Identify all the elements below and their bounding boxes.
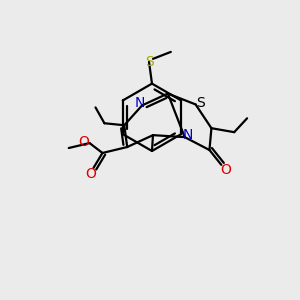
- Text: N: N: [182, 128, 193, 142]
- Text: O: O: [85, 167, 96, 181]
- Text: O: O: [78, 135, 89, 149]
- Text: N: N: [135, 96, 145, 110]
- Text: O: O: [220, 163, 231, 177]
- Text: S: S: [196, 96, 205, 110]
- Text: S: S: [145, 55, 153, 69]
